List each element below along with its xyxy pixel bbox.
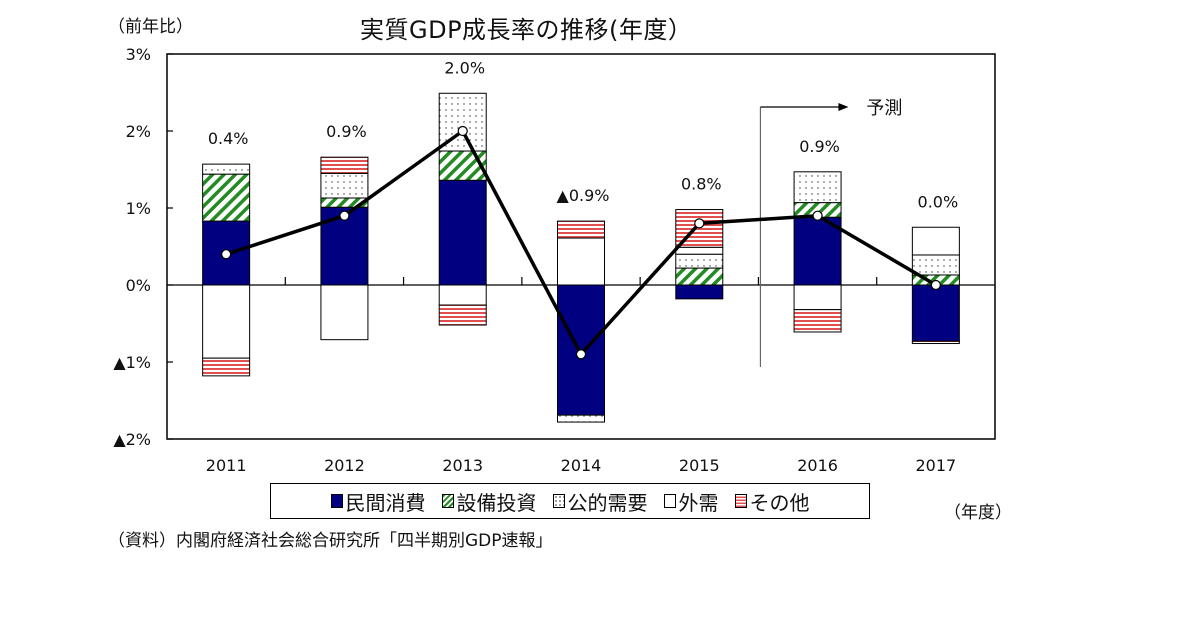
bar-segment (202, 284, 251, 359)
gdp-growth-point (575, 349, 587, 360)
bar-segment (911, 254, 960, 276)
bar-segment (675, 267, 724, 286)
gdp-growth-point (694, 218, 705, 229)
bar-segment (438, 304, 487, 326)
bar-segment (438, 150, 487, 181)
chart-plot: 3% 2% 1% 0% ▲1% ▲2% 2011 2012 2013 2014 2015 2016 20… (113, 45, 996, 475)
gdp-growth-point (339, 210, 350, 221)
forecast-arrow-head (838, 103, 849, 111)
legend-swatch-external-demand (663, 494, 676, 508)
legend-item: 外需 (663, 487, 719, 516)
legend-swatch-other (734, 494, 747, 508)
chart-title: 実質GDP成長率の推移(年度） (360, 16, 693, 44)
x-tick-label: 2017 (915, 456, 956, 475)
legend-label: 公的需要 (567, 490, 648, 515)
data-label: 0.0% (918, 192, 959, 211)
bar-segment (557, 220, 605, 239)
x-tick-label: 2015 (679, 456, 720, 475)
bar-segment (320, 172, 369, 199)
forecast-label: 予測 (866, 98, 902, 119)
gdp-growth-point (457, 125, 468, 137)
legend-swatch-public-demand (552, 494, 565, 508)
bar-segment (557, 414, 605, 423)
y-tick-label: 0% (126, 276, 151, 295)
bar-segment (675, 246, 724, 255)
bar-segment (202, 357, 251, 377)
y-tick-label: 2% (126, 122, 151, 141)
bar-segment (202, 163, 251, 175)
legend-label: その他 (749, 490, 810, 515)
legend-swatch-capex (441, 494, 454, 508)
bar-segment (911, 340, 960, 345)
x-tick-label: 2014 (561, 456, 602, 475)
gdp-growth-point (812, 210, 823, 221)
legend-item: 公的需要 (552, 487, 648, 516)
bar-segment (320, 284, 369, 341)
bar-segment (675, 284, 724, 300)
legend-item: その他 (734, 487, 810, 516)
data-label: ▲0.9% (557, 186, 610, 205)
y-tick-label: ▲1% (113, 353, 151, 372)
data-label: 2.0% (444, 58, 485, 77)
bar-segment (675, 253, 724, 269)
x-tick-label: 2016 (797, 456, 838, 475)
legend-label: 外需 (678, 490, 719, 515)
data-label: 0.9% (799, 137, 840, 156)
y-axis-unit-label: （前年比） (108, 17, 193, 37)
bar-segment (438, 179, 487, 286)
bar-segment (793, 284, 842, 311)
bar-segment (557, 237, 605, 286)
legend-label: 民間消費 (345, 490, 426, 515)
y-tick-label: 3% (126, 45, 151, 64)
bar-segment (320, 156, 369, 174)
source-note: （資料）内閣府経済社会総合研究所「四半期別GDP速報」 (108, 531, 553, 551)
gdp-growth-point (930, 279, 941, 291)
x-tick-label: 2013 (442, 456, 483, 475)
data-label: 0.8% (681, 175, 722, 194)
legend-swatch-private-consumption (330, 494, 343, 508)
bar-segment (911, 226, 960, 256)
legend: 民間消費 設備投資 公的需要 外需 その他 (270, 483, 870, 519)
data-label: 0.9% (326, 122, 367, 141)
bar-segment (793, 171, 842, 204)
bar-segment (438, 284, 487, 306)
y-tick-label: ▲2% (113, 430, 151, 449)
legend-item: 民間消費 (330, 487, 426, 516)
legend-item: 設備投資 (441, 487, 537, 516)
bar-segment (793, 309, 842, 333)
bar-segment (202, 173, 251, 222)
x-tick-label: 2012 (324, 456, 365, 475)
x-axis-unit-label: （年度） (944, 503, 1012, 523)
y-tick-label: 1% (126, 199, 151, 218)
gdp-growth-point (221, 249, 232, 260)
bar-segment (793, 216, 842, 286)
legend-label: 設備投資 (456, 490, 537, 515)
x-tick-label: 2011 (206, 456, 247, 475)
bar-segment (911, 284, 960, 342)
data-label: 0.4% (208, 129, 249, 148)
